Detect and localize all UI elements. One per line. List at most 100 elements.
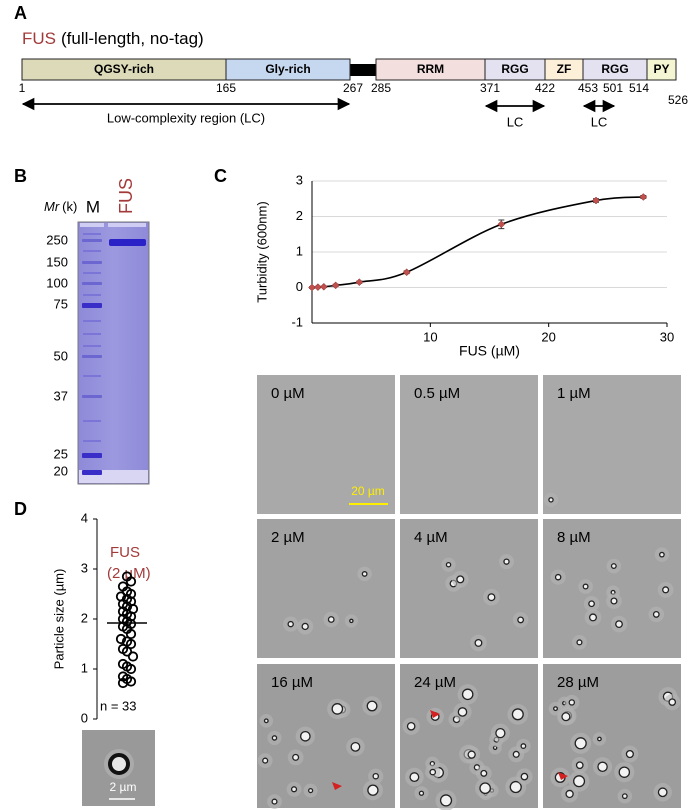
panel-label: C bbox=[214, 166, 227, 186]
particle bbox=[511, 708, 524, 721]
y-tick-label: 2 bbox=[81, 610, 88, 625]
particle bbox=[327, 616, 335, 623]
micrograph-label: 4 µM bbox=[414, 529, 448, 546]
position-label: 453 bbox=[578, 81, 598, 95]
marker-band bbox=[83, 294, 101, 296]
micrograph-label: 24 µM bbox=[414, 674, 456, 691]
marker-label: 150 bbox=[46, 254, 68, 269]
particle bbox=[597, 736, 602, 742]
protein-name: FUS bbox=[22, 29, 56, 48]
micrograph bbox=[543, 375, 681, 514]
data-point bbox=[117, 677, 129, 689]
particle bbox=[439, 794, 453, 807]
mr-symbol: Mr bbox=[44, 199, 60, 214]
particle bbox=[565, 789, 574, 799]
marker-band bbox=[83, 333, 101, 335]
mr-label: Mr (k) bbox=[44, 199, 77, 214]
map-subtitle: (full-length, no-tag) bbox=[61, 29, 204, 48]
particle bbox=[300, 730, 311, 742]
marker-band bbox=[83, 345, 101, 347]
micrograph bbox=[257, 375, 395, 514]
data-point bbox=[402, 268, 411, 277]
marker-label: 37 bbox=[54, 388, 68, 403]
position-label: 514 bbox=[629, 81, 649, 95]
mr-unit: (k) bbox=[62, 199, 77, 214]
domain-label: QGSY-rich bbox=[94, 62, 154, 76]
well bbox=[80, 223, 104, 227]
particle bbox=[367, 784, 379, 796]
y-tick-label: 2 bbox=[296, 208, 303, 223]
position-label: 267 bbox=[343, 81, 363, 95]
particle bbox=[361, 571, 368, 577]
marker-band bbox=[82, 261, 102, 264]
data-point bbox=[497, 220, 506, 229]
particle bbox=[474, 638, 483, 647]
particle bbox=[652, 610, 660, 618]
marker-band bbox=[82, 395, 102, 398]
particle bbox=[574, 737, 587, 750]
marker-label: 50 bbox=[54, 348, 68, 363]
particle bbox=[418, 790, 425, 796]
data-point bbox=[639, 193, 648, 201]
data-point bbox=[125, 576, 137, 587]
x-tick-label: 10 bbox=[423, 329, 437, 344]
micrograph-label: 0.5 µM bbox=[414, 385, 460, 402]
marker-band bbox=[83, 420, 101, 422]
particle bbox=[406, 721, 416, 731]
arrowhead bbox=[332, 782, 342, 790]
particle bbox=[615, 620, 623, 629]
lc-label: LC bbox=[507, 114, 524, 129]
domain-label: PY bbox=[653, 62, 669, 76]
micrograph bbox=[400, 375, 538, 514]
particle bbox=[657, 787, 668, 798]
domain-label: RGG bbox=[601, 62, 628, 76]
particle bbox=[621, 793, 628, 800]
particle bbox=[487, 593, 496, 602]
scale-bar-label: 20 µm bbox=[351, 484, 385, 498]
y-tick-label: 0 bbox=[81, 710, 88, 725]
particle bbox=[409, 772, 420, 783]
data-point bbox=[308, 283, 316, 292]
particle bbox=[554, 573, 562, 581]
particle bbox=[263, 718, 269, 724]
data-point bbox=[115, 633, 127, 645]
position-label: 501 bbox=[603, 81, 623, 95]
domain-label: RRM bbox=[417, 62, 444, 76]
marker-label: 100 bbox=[46, 275, 68, 290]
position-label: 526 bbox=[668, 93, 688, 107]
particle bbox=[271, 735, 278, 741]
inset-particle bbox=[108, 753, 130, 775]
y-tick-label: 1 bbox=[296, 243, 303, 258]
particle bbox=[520, 772, 529, 781]
data-point bbox=[127, 651, 139, 662]
particle bbox=[292, 753, 300, 761]
marker-band bbox=[83, 233, 101, 235]
map-title: FUS (full-length, no-tag) bbox=[22, 29, 204, 48]
particle bbox=[461, 688, 474, 701]
particle bbox=[349, 618, 354, 624]
position-label: 422 bbox=[535, 81, 555, 95]
particle bbox=[610, 563, 617, 570]
micrograph bbox=[257, 519, 395, 658]
y-tick-label: 1 bbox=[81, 660, 88, 675]
particle bbox=[573, 775, 586, 788]
particle bbox=[271, 798, 278, 805]
particle bbox=[517, 616, 525, 624]
particle bbox=[262, 757, 269, 764]
position-label: 165 bbox=[216, 81, 236, 95]
arrowhead bbox=[430, 710, 440, 718]
marker-band bbox=[83, 375, 101, 377]
domain-label: Gly-rich bbox=[265, 62, 310, 76]
particle bbox=[372, 772, 379, 780]
marker-band bbox=[83, 440, 101, 442]
particle bbox=[509, 780, 522, 794]
particle bbox=[625, 749, 634, 759]
position-label: 1 bbox=[19, 81, 26, 95]
micrograph-label: 16 µM bbox=[271, 674, 313, 691]
particle bbox=[568, 699, 576, 706]
lane-label: FUS bbox=[116, 178, 136, 214]
particle bbox=[350, 741, 361, 752]
particle bbox=[307, 787, 314, 794]
domain-label: RGG bbox=[501, 62, 528, 76]
marker-band bbox=[83, 272, 101, 274]
